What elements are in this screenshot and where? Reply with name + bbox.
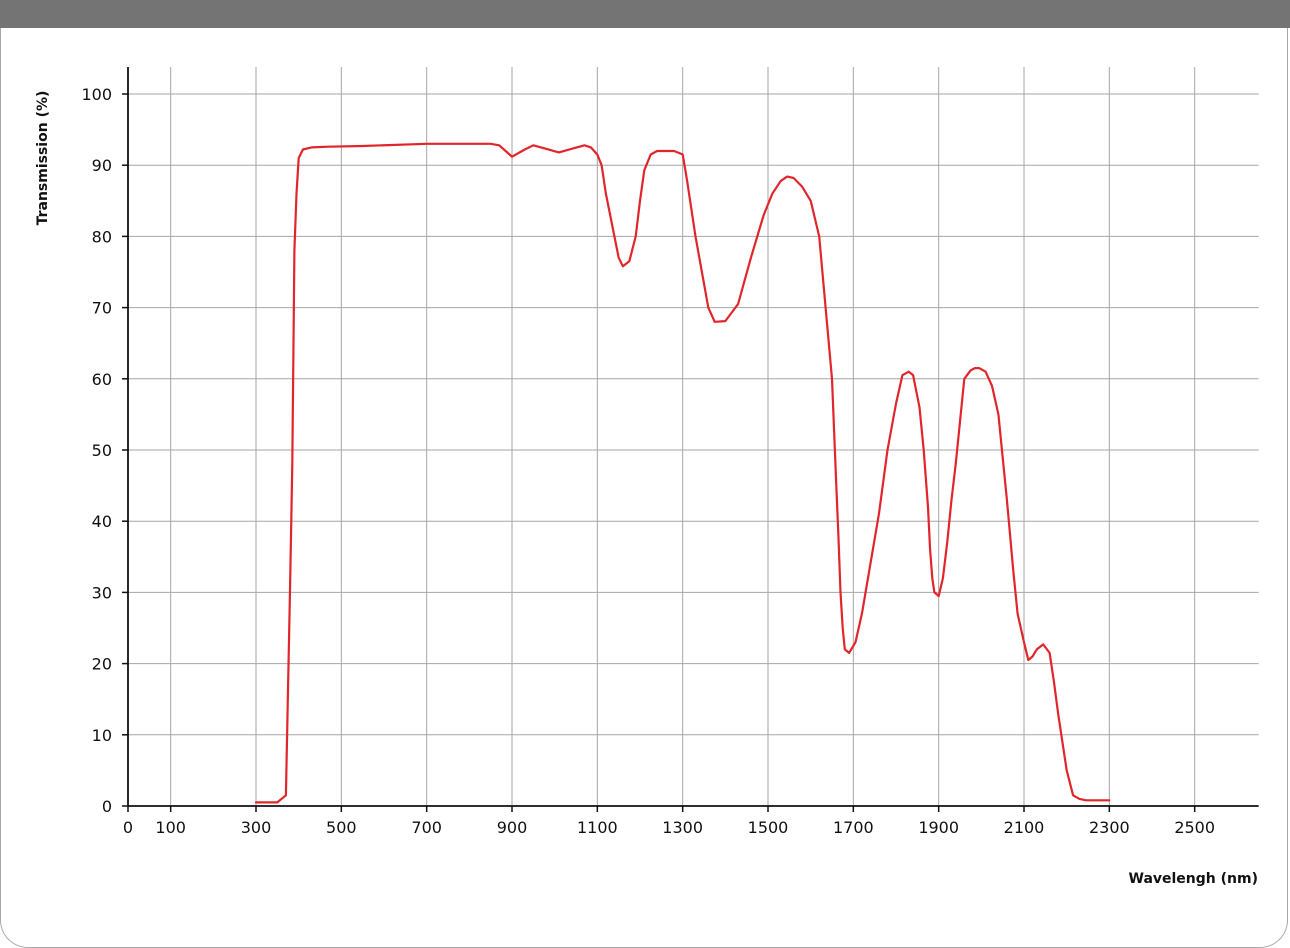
y-tick-label: 100 bbox=[81, 85, 112, 104]
x-tick-label: 300 bbox=[241, 818, 272, 837]
x-tick-label: 900 bbox=[497, 818, 528, 837]
x-tick-label: 2300 bbox=[1089, 818, 1130, 837]
y-tick-label: 30 bbox=[92, 583, 112, 602]
y-axis-title: Transmission (%) bbox=[35, 91, 51, 226]
header-bar bbox=[0, 0, 1290, 28]
tick-labels: 0 100 300 500 700 900 1100 1300 1500 1700 1900 2100… bbox=[81, 85, 1215, 837]
transmission-series-line bbox=[254, 142, 1111, 804]
x-tick-label: 100 bbox=[155, 818, 186, 837]
y-tick-label: 70 bbox=[92, 299, 112, 318]
transmission-chart: 0 100 300 500 700 900 1100 1300 1500 1700 1900 2100… bbox=[35, 67, 1259, 887]
y-tick-label: 50 bbox=[92, 441, 112, 460]
x-tick-label: 2100 bbox=[1004, 818, 1045, 837]
y-tick-label: 10 bbox=[92, 726, 112, 745]
x-tick-label: 2500 bbox=[1174, 818, 1215, 837]
x-tick-label: 1700 bbox=[833, 818, 874, 837]
x-tick-label: 1500 bbox=[748, 818, 789, 837]
x-tick-label: 1900 bbox=[918, 818, 959, 837]
y-tick-label: 80 bbox=[92, 227, 112, 246]
y-tick-label: 20 bbox=[92, 655, 112, 674]
x-tick-label: 500 bbox=[326, 818, 357, 837]
x-axis-title: Wavelengh (nm) bbox=[1129, 871, 1259, 887]
x-tick-label: 0 bbox=[123, 818, 133, 837]
x-tick-label: 700 bbox=[411, 818, 442, 837]
y-tick-label: 90 bbox=[92, 156, 112, 175]
y-tick-label: 60 bbox=[92, 370, 112, 389]
axes bbox=[122, 67, 1259, 812]
series-layer bbox=[254, 142, 1111, 804]
y-tick-label: 0 bbox=[102, 797, 112, 816]
grid-lines bbox=[128, 67, 1259, 806]
x-tick-label: 1100 bbox=[577, 818, 618, 837]
y-tick-label: 40 bbox=[92, 512, 112, 531]
x-tick-label: 1300 bbox=[662, 818, 703, 837]
